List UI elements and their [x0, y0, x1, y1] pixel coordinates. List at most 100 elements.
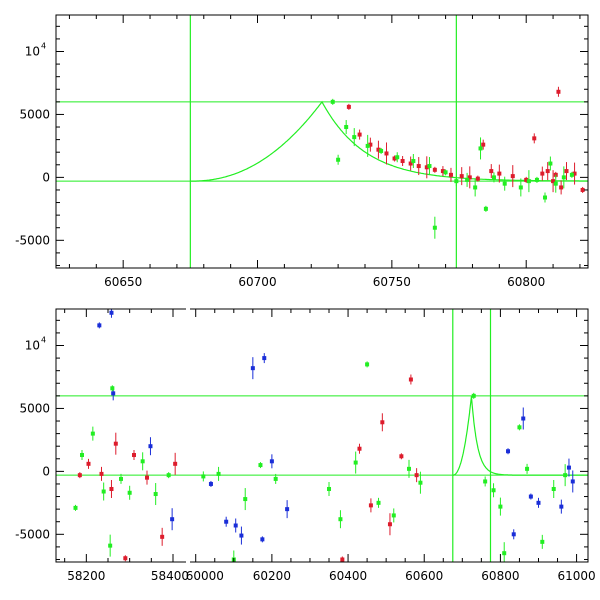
top-red-point — [481, 142, 486, 147]
bottom-red-point — [387, 522, 392, 527]
bottom-blue-point — [239, 533, 244, 538]
bottom-blue-point — [566, 465, 571, 470]
top-model-curve — [190, 100, 588, 182]
bottom-green-point — [201, 474, 206, 479]
top-ytick-power-base: 10 — [25, 45, 40, 59]
top-series-green — [330, 98, 574, 239]
bottom-xtick-label: 58400 — [151, 569, 189, 583]
bottom-ytick-power-exp: 4 — [41, 336, 46, 345]
bottom-xtick-label: 60400 — [329, 569, 367, 583]
bottom-blue-point — [528, 494, 533, 499]
bottom-plot-area — [56, 309, 588, 562]
bottom-green-point — [483, 479, 488, 484]
bottom-green-point — [166, 473, 171, 478]
top-green-point — [518, 185, 523, 190]
top-red-point — [440, 169, 445, 174]
bottom-red-point — [357, 446, 362, 451]
top-red-point — [384, 151, 389, 156]
top-red-point — [489, 169, 494, 174]
top-green-point — [465, 177, 470, 182]
bottom-blue-point — [170, 517, 175, 522]
top-xtick-label: 60650 — [104, 275, 142, 289]
top-red-point — [368, 142, 373, 147]
top-red-point — [564, 169, 569, 174]
bottom-axis-break-top — [186, 308, 190, 311]
bottom-red-point — [123, 556, 128, 561]
top-green-point — [432, 225, 437, 230]
bottom-green-point — [551, 486, 556, 491]
top-green-point — [502, 181, 507, 186]
top-red-point — [448, 172, 453, 177]
bottom-green-point — [376, 500, 381, 505]
bottom-blue-point — [111, 391, 116, 396]
bottom-red-point — [368, 503, 373, 508]
top-green-point — [411, 159, 416, 164]
bottom-green-point — [338, 517, 343, 522]
bottom-green-point — [327, 486, 332, 491]
bottom-green-point — [563, 473, 568, 478]
bottom-red-point — [113, 441, 118, 446]
top-ytick-label: 0 — [42, 170, 50, 184]
bottom-xtick-label: 60600 — [405, 569, 443, 583]
top-red-point — [524, 177, 529, 182]
top-green-point — [534, 177, 539, 182]
top-red-point — [357, 132, 362, 137]
top-ytick-label: -5000 — [15, 233, 50, 247]
bottom-model-curve — [452, 395, 588, 476]
bottom-green-point — [491, 488, 496, 493]
top-green-point — [543, 195, 548, 200]
bottom-green-point — [101, 489, 106, 494]
bottom-green-point — [365, 362, 370, 367]
bottom-xtick-label: 60200 — [253, 569, 291, 583]
bottom-ytick-label: -5000 — [15, 527, 50, 541]
top-red-point — [532, 136, 537, 141]
top-red-point — [376, 147, 381, 152]
bottom-blue-point — [262, 356, 267, 361]
top-ytick-label: 5000 — [19, 107, 50, 121]
top-green-point — [526, 179, 531, 184]
bottom-red-point — [86, 461, 91, 466]
bottom-series-red — [77, 374, 419, 562]
bottom-green-point — [540, 539, 545, 544]
top-red-point — [551, 179, 556, 184]
top-red-point — [467, 175, 472, 180]
top-red-point — [459, 174, 464, 179]
top-green-point — [427, 164, 432, 169]
top-red-point — [540, 171, 545, 176]
top-ytick-power-exp: 4 — [41, 42, 46, 51]
top-green-point — [561, 175, 566, 180]
bottom-green-point — [525, 466, 530, 471]
top-green-point — [548, 161, 553, 166]
bottom-red-point — [99, 471, 104, 476]
bottom-green-point — [498, 504, 503, 509]
bottom-axis-break-bottom — [186, 561, 190, 564]
bottom-blue-point — [224, 519, 229, 524]
bottom-xtick-label: 61000 — [557, 569, 595, 583]
bottom-blue-point — [109, 310, 114, 315]
top-red-point — [572, 171, 577, 176]
bottom-green-point — [273, 476, 278, 481]
bottom-red-point — [399, 454, 404, 459]
bottom-green-point — [391, 513, 396, 518]
top-red-point — [580, 187, 585, 192]
top-red-point — [392, 156, 397, 161]
top-red-point — [432, 167, 437, 172]
bottom-green-point — [502, 551, 507, 556]
bottom-blue-point — [285, 507, 290, 512]
bottom-blue-point — [559, 504, 564, 509]
bottom-green-point — [73, 505, 78, 510]
top-green-point — [478, 146, 483, 151]
bottom-green-point — [471, 393, 476, 398]
bottom-blue-point — [208, 481, 213, 486]
bottom-series-green — [73, 361, 568, 562]
bottom-green-point — [153, 492, 158, 497]
bottom-green-point — [108, 543, 113, 548]
bottom-ytick-power-base: 10 — [25, 339, 40, 353]
bottom-xtick-label: 60000 — [186, 569, 224, 583]
top-green-point — [330, 99, 335, 104]
top-green-point — [443, 170, 448, 175]
bottom-green-point — [517, 425, 522, 430]
top-red-point — [510, 174, 515, 179]
